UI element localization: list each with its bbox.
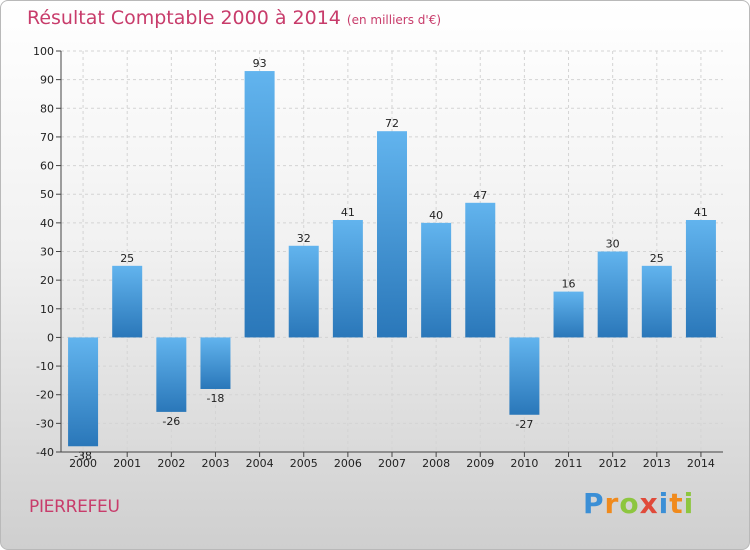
axes: -40 -30 -20 -10 0 10 20 30 40 50 60 70 80 90 100 2000 20…: [33, 45, 723, 470]
logo-letter: i: [658, 487, 670, 520]
y-tick-label: 70: [40, 131, 54, 144]
bar-2008: [421, 222, 452, 338]
y-tick-label: 20: [40, 274, 54, 287]
x-tick-label: 2006: [334, 457, 362, 470]
data-label-2003: -18: [206, 392, 224, 405]
bar-2005: [288, 245, 319, 338]
x-tick-label: 2004: [246, 457, 274, 470]
x-tick-label: 2001: [113, 457, 141, 470]
data-label-2007: 72: [385, 117, 399, 130]
data-label-2011: 16: [562, 278, 576, 291]
bars: [68, 71, 716, 447]
chart-title: Résultat Comptable 2000 à 2014: [27, 7, 341, 29]
logo-letter: r: [604, 487, 620, 520]
y-tick-label: -10: [36, 360, 54, 373]
x-tick-label: 2010: [510, 457, 538, 470]
logo-letter: i: [683, 487, 695, 520]
data-label-2005: 32: [297, 232, 311, 245]
bar-2010: [509, 337, 540, 415]
y-tick-label: 100: [33, 45, 54, 58]
data-label-2014: 41: [694, 206, 708, 219]
y-tick-label: 50: [40, 188, 54, 201]
y-tick-label: 40: [40, 217, 54, 230]
data-label-2010: -27: [515, 418, 533, 431]
logo-letter: t: [669, 487, 684, 520]
bar-2014: [685, 219, 716, 338]
x-tick-label: 2012: [599, 457, 627, 470]
bar-2012: [597, 251, 628, 338]
bar-2006: [332, 219, 363, 338]
x-tick-label: 2007: [378, 457, 406, 470]
y-tick-label: 60: [40, 160, 54, 173]
bar-2007: [377, 131, 407, 338]
y-tick-label: 0: [47, 331, 54, 344]
bar-2002: [156, 337, 187, 412]
bar-2011: [553, 291, 584, 338]
y-tick-label: 80: [40, 102, 54, 115]
chart-title-row: Résultat Comptable 2000 à 2014 (en millie…: [27, 7, 441, 29]
data-label-2000: -38: [74, 449, 92, 462]
bar-2004: [244, 71, 275, 338]
x-tick-label: 2002: [157, 457, 185, 470]
data-label-2006: 41: [341, 206, 355, 219]
bar-2009: [465, 202, 496, 338]
data-label-2013: 25: [650, 252, 664, 265]
x-tick-label: 2003: [201, 457, 229, 470]
data-label-2002: -26: [162, 415, 180, 428]
x-tick-label: 2008: [422, 457, 450, 470]
x-tick-label: 2005: [290, 457, 318, 470]
data-label-2009: 47: [473, 189, 487, 202]
y-tick-label: -30: [36, 417, 54, 430]
bar-2013: [641, 265, 672, 338]
logo-letter: P: [583, 487, 605, 520]
logo-letter: o: [619, 487, 640, 520]
x-tick-label: 2014: [687, 457, 715, 470]
bar-2000: [68, 337, 99, 447]
bar-2001: [112, 265, 143, 338]
data-label-2004: 93: [253, 57, 267, 70]
x-tick-label: 2011: [555, 457, 583, 470]
data-label-2008: 40: [429, 209, 443, 222]
data-label-2001: 25: [120, 252, 134, 265]
data-label-2012: 30: [606, 238, 620, 251]
y-tick-label: 10: [40, 303, 54, 316]
x-tick-label: 2009: [466, 457, 494, 470]
commune-name: PIERREFEU: [29, 497, 120, 517]
logo-letter: x: [639, 487, 659, 520]
proxiti-logo[interactable]: Proxiti: [583, 487, 694, 520]
data-labels: -38 25 -26 -18 93 32 41 72 40 47 -27 16 30 25 41: [74, 57, 708, 462]
chart-subtitle: (en milliers d'€): [346, 13, 442, 27]
y-tick-label: 30: [40, 246, 54, 259]
x-tick-label: 2000: [69, 457, 97, 470]
x-tick-label: 2013: [643, 457, 671, 470]
bar-2003: [200, 337, 231, 389]
y-tick-label: -20: [36, 389, 54, 402]
y-tick-label: -40: [36, 446, 54, 459]
y-tick-label: 90: [40, 74, 54, 87]
